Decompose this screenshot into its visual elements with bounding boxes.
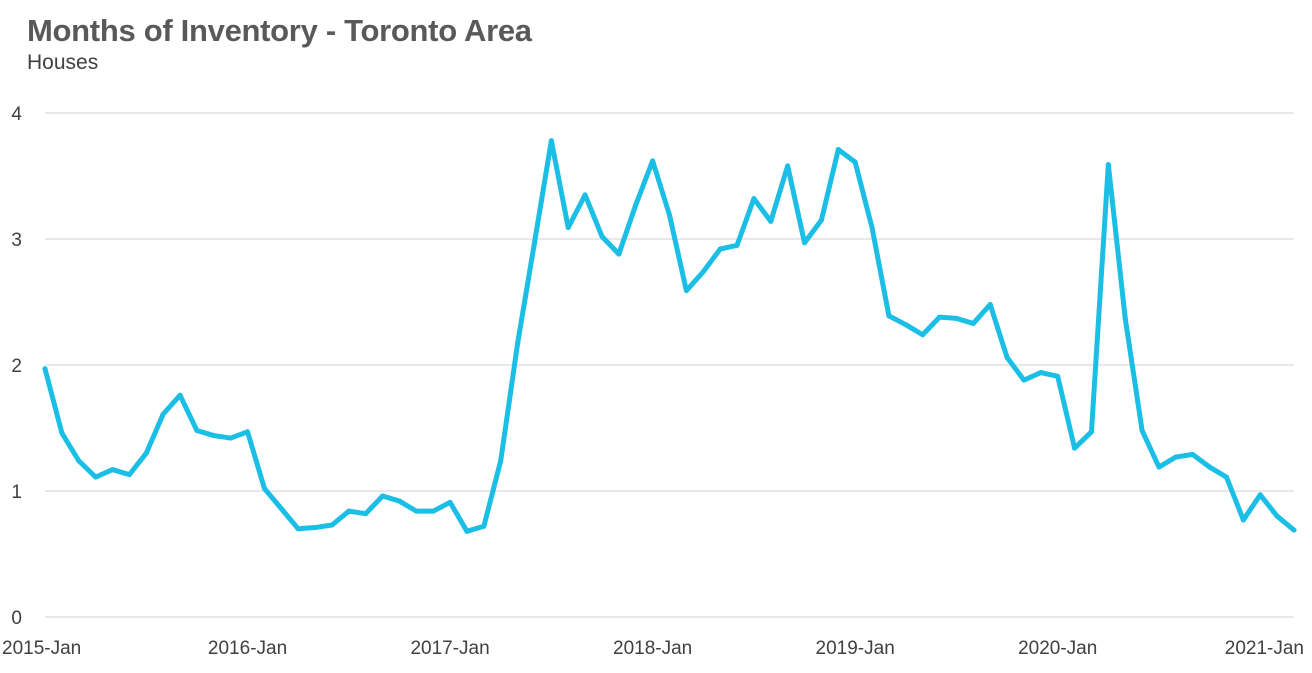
data-point	[785, 163, 791, 169]
data-point	[717, 246, 723, 252]
data-point	[1139, 428, 1145, 434]
data-point	[515, 341, 521, 347]
data-point	[413, 508, 419, 514]
data-point	[1072, 445, 1078, 451]
data-point	[953, 315, 959, 321]
data-point	[295, 526, 301, 532]
data-point	[1173, 454, 1179, 460]
data-point	[852, 159, 858, 165]
data-point	[1021, 377, 1027, 383]
data-point	[1291, 527, 1297, 533]
data-point	[1038, 370, 1044, 376]
data-point	[1105, 162, 1111, 168]
data-point	[42, 366, 48, 372]
data-point	[261, 485, 267, 491]
data-point	[903, 322, 909, 328]
data-point	[447, 499, 453, 505]
data-point	[633, 202, 639, 208]
data-point	[920, 332, 926, 338]
data-point	[160, 411, 166, 417]
data-point	[835, 147, 841, 153]
data-point	[802, 240, 808, 246]
data-point	[363, 511, 369, 517]
data-point	[548, 138, 554, 144]
data-point	[1223, 474, 1229, 480]
data-point	[143, 450, 149, 456]
series-line-0	[42, 138, 1297, 534]
data-point	[177, 392, 183, 398]
data-point	[1190, 451, 1196, 457]
data-point	[987, 302, 993, 308]
data-point	[126, 472, 132, 478]
data-point	[278, 506, 284, 512]
data-point	[650, 158, 656, 164]
data-point	[599, 233, 605, 239]
data-point	[59, 430, 65, 436]
data-point	[498, 458, 504, 464]
data-point	[1207, 464, 1213, 470]
data-point	[211, 433, 217, 439]
data-point	[1004, 354, 1010, 360]
data-point	[1055, 373, 1061, 379]
data-point	[683, 288, 689, 294]
data-point	[1122, 315, 1128, 321]
data-point	[1274, 513, 1280, 519]
data-point	[734, 242, 740, 248]
data-point	[531, 240, 537, 246]
data-point	[1156, 464, 1162, 470]
data-point	[312, 525, 318, 531]
x-tick-label: 2015-Jan	[2, 638, 81, 659]
data-point	[329, 522, 335, 528]
y-tick-label: 1	[11, 482, 22, 503]
data-point	[700, 269, 706, 275]
data-point	[937, 314, 943, 320]
data-point	[194, 428, 200, 434]
data-point	[380, 493, 386, 499]
data-point	[616, 251, 622, 257]
data-point	[110, 467, 116, 473]
y-tick-label: 2	[11, 356, 22, 377]
chart-title: Months of Inventory - Toronto Area	[27, 13, 532, 48]
data-point	[1257, 492, 1263, 498]
data-point	[430, 508, 436, 514]
data-point	[886, 313, 892, 319]
x-tick-label: 2019-Jan	[816, 638, 895, 659]
data-point	[869, 225, 875, 231]
data-point	[582, 192, 588, 198]
y-tick-label: 0	[11, 608, 22, 629]
data-point	[768, 218, 774, 224]
data-point	[667, 212, 672, 218]
data-point	[818, 217, 824, 223]
chart-subtitle: Houses	[27, 51, 99, 74]
x-tick-label: 2018-Jan	[613, 638, 692, 659]
data-point	[751, 196, 757, 202]
data-point	[481, 523, 487, 529]
x-tick-label: 2020-Jan	[1018, 638, 1097, 659]
x-tick-label: 2017-Jan	[410, 638, 489, 659]
data-point	[245, 429, 251, 435]
data-point	[76, 458, 82, 464]
x-tick-label: 2021-Jan	[1225, 638, 1304, 659]
data-point	[1088, 429, 1094, 435]
data-point	[970, 320, 976, 326]
x-tick-label: 2016-Jan	[208, 638, 287, 659]
data-point	[346, 508, 352, 514]
y-tick-label: 3	[11, 230, 22, 251]
data-point	[396, 498, 402, 504]
data-point	[228, 435, 234, 441]
y-tick-label: 4	[11, 104, 22, 125]
data-point	[1240, 517, 1246, 523]
data-point	[93, 474, 99, 480]
data-point	[565, 225, 571, 231]
data-point	[464, 528, 470, 534]
